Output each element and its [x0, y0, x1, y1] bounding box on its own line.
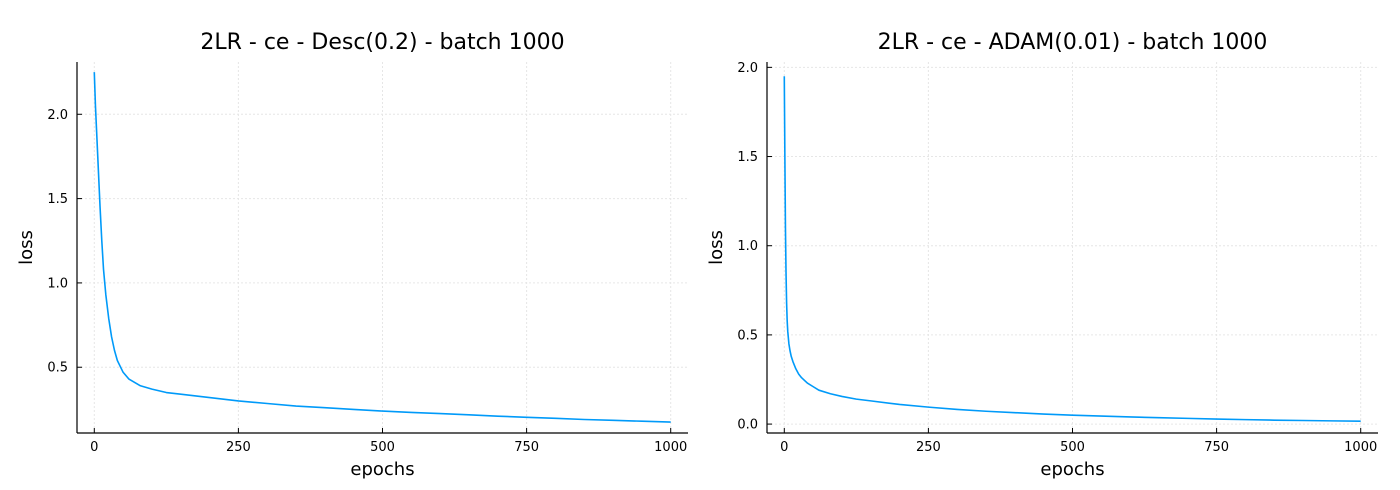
y-tick-label: 1.0 — [47, 276, 68, 291]
x-tick-label: 500 — [370, 440, 395, 455]
y-tick-label: 0.0 — [737, 418, 758, 433]
loss-series-line — [93, 72, 671, 423]
y-tick-label: 1.0 — [737, 239, 758, 254]
chart-title: 2LR - ce - ADAM(0.01) - batch 1000 — [878, 30, 1268, 55]
x-tick-label: 250 — [916, 440, 941, 455]
loss-series-line — [783, 76, 1361, 423]
y-axis-label: loss — [16, 230, 37, 265]
y-tick-label: 0.5 — [737, 328, 758, 343]
x-tick-label: 1000 — [654, 440, 687, 455]
x-tick-label: 1000 — [1344, 440, 1377, 455]
x-tick-label: 750 — [1204, 440, 1229, 455]
x-axis-label: epochs — [350, 459, 414, 480]
y-tick-label: 1.5 — [47, 192, 68, 207]
y-tick-label: 2.0 — [737, 61, 758, 76]
y-tick-label: 2.0 — [47, 108, 68, 123]
y-tick-label: 0.5 — [47, 361, 68, 376]
chart-title: 2LR - ce - Desc(0.2) - batch 1000 — [200, 30, 564, 55]
x-tick-label: 0 — [780, 440, 788, 455]
loss-chart-adam: 0 250 500 750 1000 0.0 0.5 1.0 1.5 2.0 2LR - ce - … — [706, 30, 1378, 480]
loss-chart-desc: 0 250 500 750 1000 0.5 1.0 1.5 2.0 2LR - ce - Des… — [16, 30, 688, 480]
x-tick-label: 750 — [514, 440, 539, 455]
x-tick-label: 0 — [90, 440, 98, 455]
y-axis-label: loss — [706, 230, 727, 265]
x-tick-label: 500 — [1060, 440, 1085, 455]
x-axis-label: epochs — [1040, 459, 1104, 480]
y-tick-label: 1.5 — [737, 150, 758, 165]
x-tick-label: 250 — [226, 440, 251, 455]
